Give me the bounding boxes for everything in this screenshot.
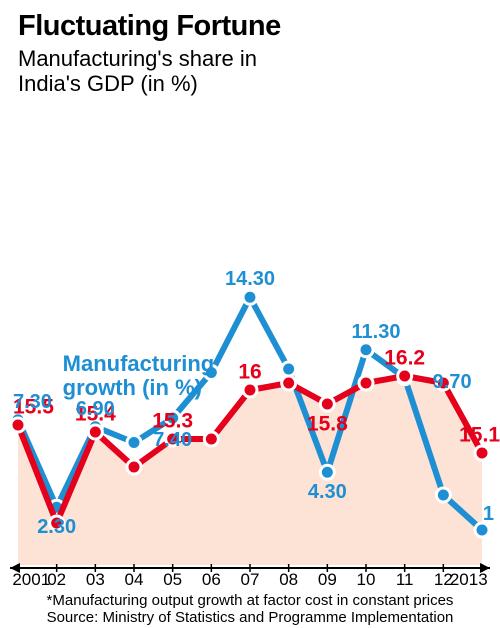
x-tick-label: 09 [318, 570, 337, 590]
footnote-line: *Manufacturing output growth at factor c… [0, 592, 500, 609]
value-label: 7.40 [153, 430, 192, 450]
value-label: 4.30 [308, 482, 347, 502]
x-tick-label: 2001 [12, 570, 50, 590]
x-tick-label: 11 [396, 570, 414, 590]
value-label: 15.1 [459, 425, 500, 446]
x-tick-label: 04 [125, 570, 144, 590]
value-label: 15.8 [307, 414, 348, 435]
x-tick-label: 05 [163, 570, 182, 590]
value-label: 1 [483, 504, 494, 524]
value-label: 7.30 [13, 392, 52, 412]
value-label: 11.30 [352, 322, 401, 342]
x-tick-label: 2013 [450, 570, 488, 590]
x-tick-label: 08 [279, 570, 298, 590]
value-label: 6.90 [76, 399, 115, 419]
value-label: 16.2 [384, 348, 425, 369]
value-label: 9.70 [433, 372, 472, 392]
x-tick-label: 03 [86, 570, 105, 590]
chart-container: Fluctuating Fortune Manufacturing's shar… [0, 0, 500, 628]
series-label-growth: Manufacturing growth (in %) [63, 352, 215, 400]
x-tick-label: 02 [47, 570, 66, 590]
value-label: 2.30 [37, 517, 76, 537]
value-label: 16 [238, 362, 261, 383]
x-tick-label: 07 [241, 570, 260, 590]
x-tick-label: 10 [357, 570, 376, 590]
x-tick-label: 06 [202, 570, 221, 590]
source-line: Source: Ministry of Statistics and Progr… [0, 609, 500, 626]
value-label: 14.30 [225, 269, 275, 289]
